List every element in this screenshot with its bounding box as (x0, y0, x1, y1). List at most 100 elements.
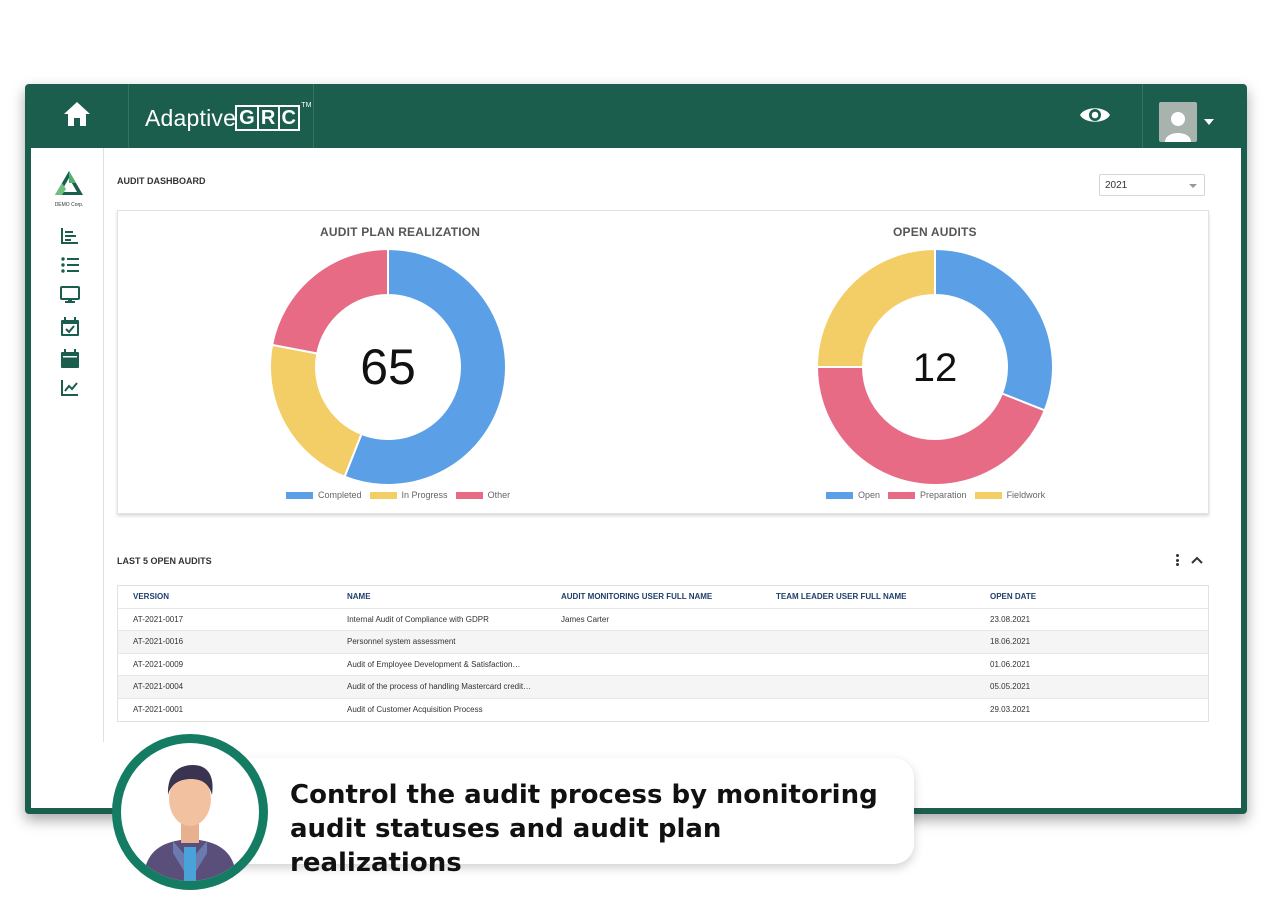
year-select[interactable]: 2021 (1099, 174, 1205, 196)
calendar-check-icon (61, 316, 79, 336)
column-header[interactable]: NAME (347, 592, 371, 602)
app-window: Adaptive G R C TM (25, 84, 1247, 814)
pie-slice-open[interactable] (934, 247, 1054, 412)
year-select-value: 2021 (1105, 180, 1128, 191)
legend-label: In Progress (401, 490, 448, 500)
view-toggle-button[interactable] (1075, 102, 1115, 132)
sidebar-item-calendar[interactable] (60, 348, 80, 368)
home-icon (63, 101, 91, 132)
topbar-divider (1142, 84, 1143, 148)
eye-icon (1079, 104, 1111, 131)
person-avatar-icon (121, 743, 259, 881)
table-cell: 01.06.2021 (990, 659, 1031, 669)
legend-item: Other (455, 490, 511, 500)
table-cell: James Carter (561, 614, 610, 624)
user-menu-button[interactable] (1159, 102, 1215, 142)
pie-slice-preparation[interactable] (815, 366, 1047, 487)
column-header[interactable]: OPEN DATE (990, 592, 1037, 602)
sidebar-item-list[interactable] (60, 255, 80, 275)
table-cell: Audit of Customer Acquisition Process (347, 705, 483, 715)
legend-item: In Progress (369, 490, 448, 500)
legend-label: Completed (318, 490, 362, 500)
table-cell: AT-2021-0001 (133, 705, 184, 715)
logo-trademark: TM (301, 102, 312, 109)
donut-center-value: 65 (360, 339, 416, 395)
table-row[interactable]: AT-2021-0004 Audit of the process of hand… (118, 676, 1208, 699)
legend-label: Other (487, 490, 511, 500)
chart-title: AUDIT PLAN REALIZATION (320, 225, 481, 239)
section-title: LAST 5 OPEN AUDITS (117, 556, 212, 566)
top-navbar: Adaptive G R C TM (25, 84, 1247, 148)
chart-legend: Completed In Progress Other (286, 490, 518, 500)
table-cell: AT-2021-0004 (133, 682, 184, 692)
promo-text: Control the audit process by monitoring … (290, 778, 890, 880)
table-row[interactable]: AT-2021-0009 Audit of Employee Developmen… (118, 654, 1208, 676)
page-title: AUDIT DASHBOARD (117, 176, 206, 186)
line-chart-icon (61, 380, 78, 396)
table-row[interactable]: AT-2021-0017 Internal Audit of Compliance… (118, 609, 1208, 631)
table-cell: Internal Audit of Compliance with GDPR (347, 614, 489, 624)
table-cell: AT-2021-0009 (133, 659, 184, 669)
legend-item: Completed (286, 490, 362, 500)
pie-slice-fieldwork[interactable] (815, 247, 936, 368)
chart-legend: Open Preparation Fieldwork (826, 490, 1053, 500)
chevron-up-icon (1191, 556, 1203, 564)
topbar-divider (313, 84, 314, 148)
promo-callout: Control the audit process by monitoring … (210, 758, 914, 878)
legend-label: Fieldwork (1006, 490, 1046, 500)
pie-slice-completed[interactable] (343, 247, 507, 486)
sidebar-item-reports[interactable] (60, 226, 80, 246)
monitor-icon (60, 286, 80, 303)
main-content: DEMO Corp. AUDIT DASHBOARD 2021 (31, 148, 1241, 808)
legend-item: Fieldwork (974, 490, 1046, 500)
promo-line: audit statuses and audit plan realizatio… (290, 814, 722, 878)
list-icon (61, 257, 79, 273)
donut-center-value: 12 (913, 346, 958, 390)
user-avatar-icon (1159, 102, 1197, 142)
table-cell: 18.06.2021 (990, 637, 1031, 647)
table-cell: Audit of Employee Development & Satisfac… (347, 659, 521, 669)
bar-chart-icon (61, 228, 78, 244)
legend-label: Open (858, 490, 881, 500)
legend-item: Preparation (888, 490, 967, 500)
audit-plan-donut-chart: 65 (269, 247, 507, 486)
column-header[interactable]: AUDIT MONITORING USER FULL NAME (561, 592, 713, 602)
table-cell: 23.08.2021 (990, 614, 1031, 624)
more-options-button[interactable] (1173, 552, 1181, 568)
table-cell: AT-2021-0017 (133, 614, 184, 624)
open-audits-donut-chart: 12 (815, 247, 1054, 487)
pie-slice-other[interactable] (270, 247, 389, 355)
table-cell: 05.05.2021 (990, 682, 1031, 692)
persona-badge (112, 734, 268, 890)
collapse-button[interactable] (1189, 552, 1205, 568)
table-cell: 29.03.2021 (990, 705, 1031, 715)
logo-letter: C (277, 105, 301, 131)
sidebar-item-monitor[interactable] (60, 285, 80, 305)
column-header[interactable]: VERSION (133, 592, 170, 602)
logo-text: Adaptive (145, 104, 237, 131)
chart-title: OPEN AUDITS (893, 225, 977, 239)
chevron-down-icon (1189, 184, 1197, 188)
sidebar-item-analytics[interactable] (60, 378, 80, 398)
table-cell: AT-2021-0016 (133, 637, 184, 647)
table-row[interactable]: AT-2021-0016 Personnel system assessment 1… (118, 631, 1208, 654)
table-cell: Audit of the process of handling Masterc… (347, 682, 532, 692)
logo-letter: R (256, 105, 280, 131)
legend-label: Preparation (920, 490, 967, 500)
more-vertical-icon (1175, 554, 1179, 557)
table-header-row: VERSION NAME AUDIT MONITORING USER FULL … (118, 586, 1208, 609)
org-name: DEMO Corp. (54, 202, 84, 208)
chevron-down-icon (1204, 119, 1214, 125)
column-header[interactable]: TEAM LEADER USER FULL NAME (776, 592, 907, 602)
home-button[interactable] (25, 84, 129, 148)
sidebar-item-planning[interactable] (60, 316, 80, 336)
org-logo-icon (55, 171, 83, 195)
logo-grc: G R C (235, 105, 301, 131)
legend-item: Open (826, 490, 880, 500)
pie-slice-in-progress[interactable] (269, 343, 363, 479)
calendar-icon (61, 348, 79, 368)
table-row[interactable]: AT-2021-0001 Audit of Customer Acquisitio… (118, 699, 1208, 722)
org-logo: DEMO Corp. (51, 170, 87, 208)
logo-letter: G (235, 105, 259, 131)
promo-line: Control the audit process by monitoring (290, 780, 878, 810)
